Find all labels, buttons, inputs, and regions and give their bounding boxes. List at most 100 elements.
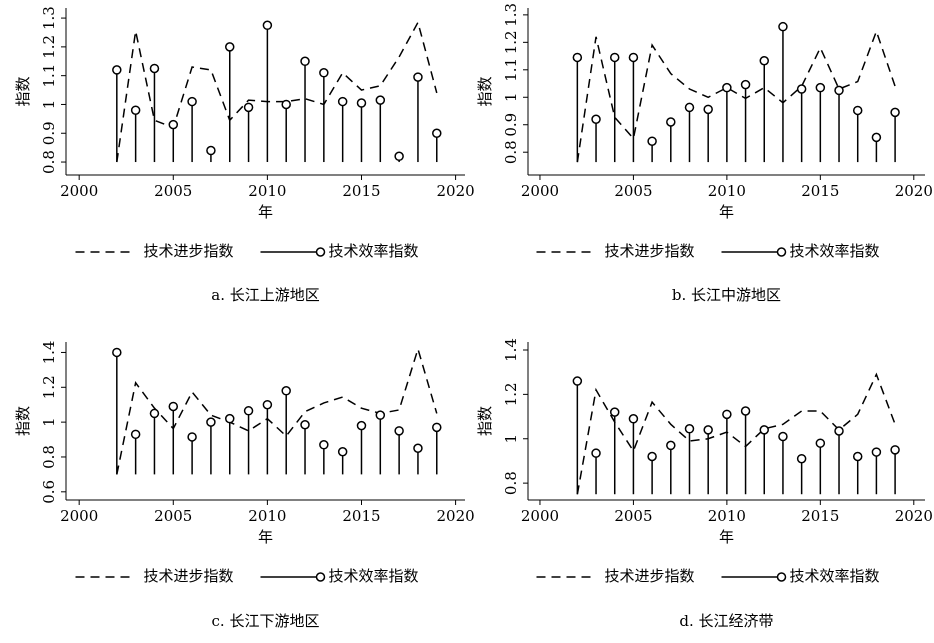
stem-marker: [149, 63, 160, 74]
series-line: [576, 372, 896, 495]
stem-marker: [740, 406, 751, 416]
stem-marker: [778, 21, 788, 32]
stem-marker: [591, 114, 601, 124]
stem-marker: [722, 82, 732, 93]
stem-marker: [871, 132, 882, 143]
stem-marker: [871, 447, 882, 457]
stem-marker: [834, 426, 844, 436]
stem-marker: [572, 376, 583, 386]
x-tick-label: 2005: [154, 507, 192, 525]
legend-marker: [315, 247, 326, 257]
x-tick-label: 2000: [521, 182, 559, 200]
stem-marker: [112, 347, 122, 358]
stem-marker: [740, 79, 751, 90]
legend-label: 技术效率指数: [329, 242, 419, 260]
stem-marker: [224, 42, 235, 52]
stem-marker: [149, 408, 160, 419]
y-tick-label: 1.4: [40, 341, 58, 365]
y-tick-label: 0.8: [40, 445, 58, 469]
legend-label: 技术进步指数: [144, 242, 234, 260]
x-axis-label: 年: [258, 203, 273, 221]
x-tick-label: 2020: [436, 507, 474, 525]
stem-marker: [815, 438, 826, 448]
stem-marker: [319, 68, 329, 78]
caption: a. 长江上游地区: [211, 286, 319, 304]
legend-marker: [776, 572, 787, 582]
stem-marker: [413, 443, 423, 454]
stem-marker: [224, 413, 235, 424]
x-tick-label: 2015: [801, 182, 839, 200]
stem-marker: [168, 119, 179, 130]
stem-marker: [759, 55, 770, 66]
stem-marker: [300, 56, 310, 67]
stem-marker: [168, 401, 179, 412]
x-tick-label: 2015: [801, 507, 839, 525]
stem-marker: [759, 425, 770, 435]
stem-marker: [722, 409, 732, 420]
x-tick-label: 2015: [342, 182, 380, 200]
stem-marker: [206, 145, 216, 156]
stem-marker: [375, 95, 386, 105]
stem-marker: [609, 52, 620, 63]
stem-marker: [609, 407, 620, 417]
stem-marker: [130, 105, 141, 115]
stem-marker: [337, 96, 348, 107]
stem-marker: [375, 410, 386, 420]
stem-marker: [130, 429, 141, 440]
stem-marker: [815, 82, 826, 93]
y-tick-label: 1.1: [40, 64, 58, 88]
stem-marker: [356, 420, 367, 431]
stem-marker: [413, 72, 423, 82]
stem-marker: [432, 128, 442, 138]
stem-marker: [300, 419, 310, 430]
stem-marker: [394, 151, 404, 162]
stem-marker: [187, 432, 197, 442]
x-tick-label: 2020: [436, 182, 474, 200]
stem-marker: [796, 84, 807, 94]
legend-label: 技术效率指数: [790, 242, 880, 260]
stem-marker: [281, 99, 291, 110]
stem-marker: [432, 422, 442, 433]
y-tick-label: 1.1: [502, 58, 520, 82]
stem-marker: [796, 453, 807, 464]
legend-label: 技术效率指数: [329, 567, 419, 585]
stem-marker: [262, 20, 273, 31]
stem-marker: [394, 426, 404, 436]
x-axis-label: 年: [719, 203, 734, 221]
stem-marker: [852, 451, 863, 462]
x-tick-label: 2010: [708, 507, 746, 525]
stem-marker: [778, 431, 788, 442]
caption: c. 长江下游地区: [212, 612, 320, 630]
y-tick-label: 1.3: [40, 6, 58, 30]
stem-marker: [647, 136, 657, 146]
x-tick-label: 2015: [342, 507, 380, 525]
x-tick-label: 2000: [60, 507, 98, 525]
x-tick-label: 2010: [248, 182, 286, 200]
y-axis-label: 指数: [476, 406, 494, 436]
stem-marker: [647, 451, 657, 462]
y-tick-label: 1: [40, 417, 58, 427]
stem-marker: [684, 424, 695, 434]
x-axis-label: 年: [258, 528, 273, 546]
stem-marker: [591, 448, 601, 458]
stem-marker: [628, 414, 639, 424]
x-tick-label: 2000: [60, 182, 98, 200]
x-tick-label: 2010: [248, 507, 286, 525]
stem-marker: [890, 445, 900, 455]
stem-marker: [628, 52, 639, 63]
stem-marker: [187, 96, 197, 107]
stem-marker: [703, 425, 713, 435]
stem-marker: [834, 85, 844, 96]
stem-marker: [243, 102, 254, 113]
legend-label: 技术进步指数: [605, 242, 695, 260]
y-tick-label: 1: [502, 434, 520, 444]
stem-marker: [572, 52, 583, 63]
stem-marker: [703, 104, 713, 115]
y-tick-label: 0.8: [502, 140, 520, 164]
y-tick-label: 1.2: [40, 35, 58, 59]
series-line: [576, 29, 896, 163]
y-tick-label: 0.9: [502, 113, 520, 137]
x-tick-label: 2000: [521, 507, 559, 525]
stem-marker: [319, 440, 329, 450]
